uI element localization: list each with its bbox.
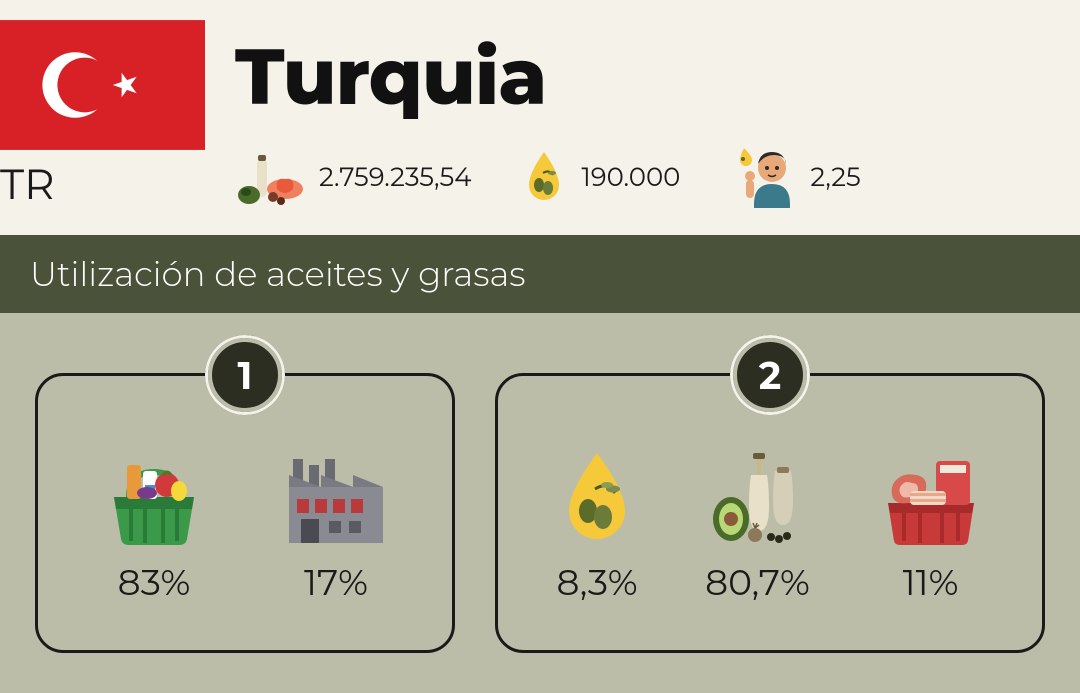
stat-value: 190.000 (581, 161, 680, 193)
item-other-oils: 80,7% (703, 447, 813, 605)
flag-block: TR (0, 20, 205, 210)
item-percentage: 17% (304, 561, 368, 605)
country-code: TR (0, 158, 205, 210)
section-title-bar: Utilización de aceites y grasas (0, 235, 1080, 313)
card-usage-2: 2 8,3% (495, 373, 1045, 653)
title-block: Turquia 2.759.235,54 (235, 20, 1050, 208)
stats-row: 2.759.235,54 190.000 (235, 146, 1050, 208)
item-percentage: 80,7% (705, 561, 810, 605)
meat-basket-icon (876, 447, 986, 547)
item-percentage: 83% (118, 561, 191, 605)
stat-value: 2,25 (810, 161, 860, 193)
stat-value: 2.759.235,54 (319, 161, 471, 193)
food-assortment-icon (235, 147, 305, 207)
stat-olive-volume: 190.000 (521, 149, 680, 205)
stat-per-capita: 2,25 (730, 146, 860, 208)
item-industrial: 17% (281, 447, 391, 605)
item-percentage: 8,3% (556, 561, 637, 605)
olive-drop-lg-icon (555, 447, 640, 547)
oils-avocado-icon (703, 447, 813, 547)
factory-icon (281, 447, 391, 547)
item-animal-fats: 11% (876, 447, 986, 605)
shopping-basket-icon (99, 447, 209, 547)
card-badge: 2 (733, 338, 807, 412)
stat-total-fats: 2.759.235,54 (235, 147, 471, 207)
item-olive-oil: 8,3% (555, 447, 640, 605)
header: TR Turquia 2.759.235,54 (0, 0, 1080, 235)
card-usage-1: 1 83% (35, 373, 455, 653)
item-household: 83% (99, 447, 209, 605)
person-olive-icon (730, 146, 796, 208)
item-percentage: 11% (903, 561, 959, 605)
turkey-flag-icon (0, 20, 205, 150)
olive-drop-icon (521, 149, 567, 205)
country-name: Turquia (235, 28, 1050, 124)
usage-area: 1 83% (0, 313, 1080, 693)
card-badge: 1 (208, 338, 282, 412)
